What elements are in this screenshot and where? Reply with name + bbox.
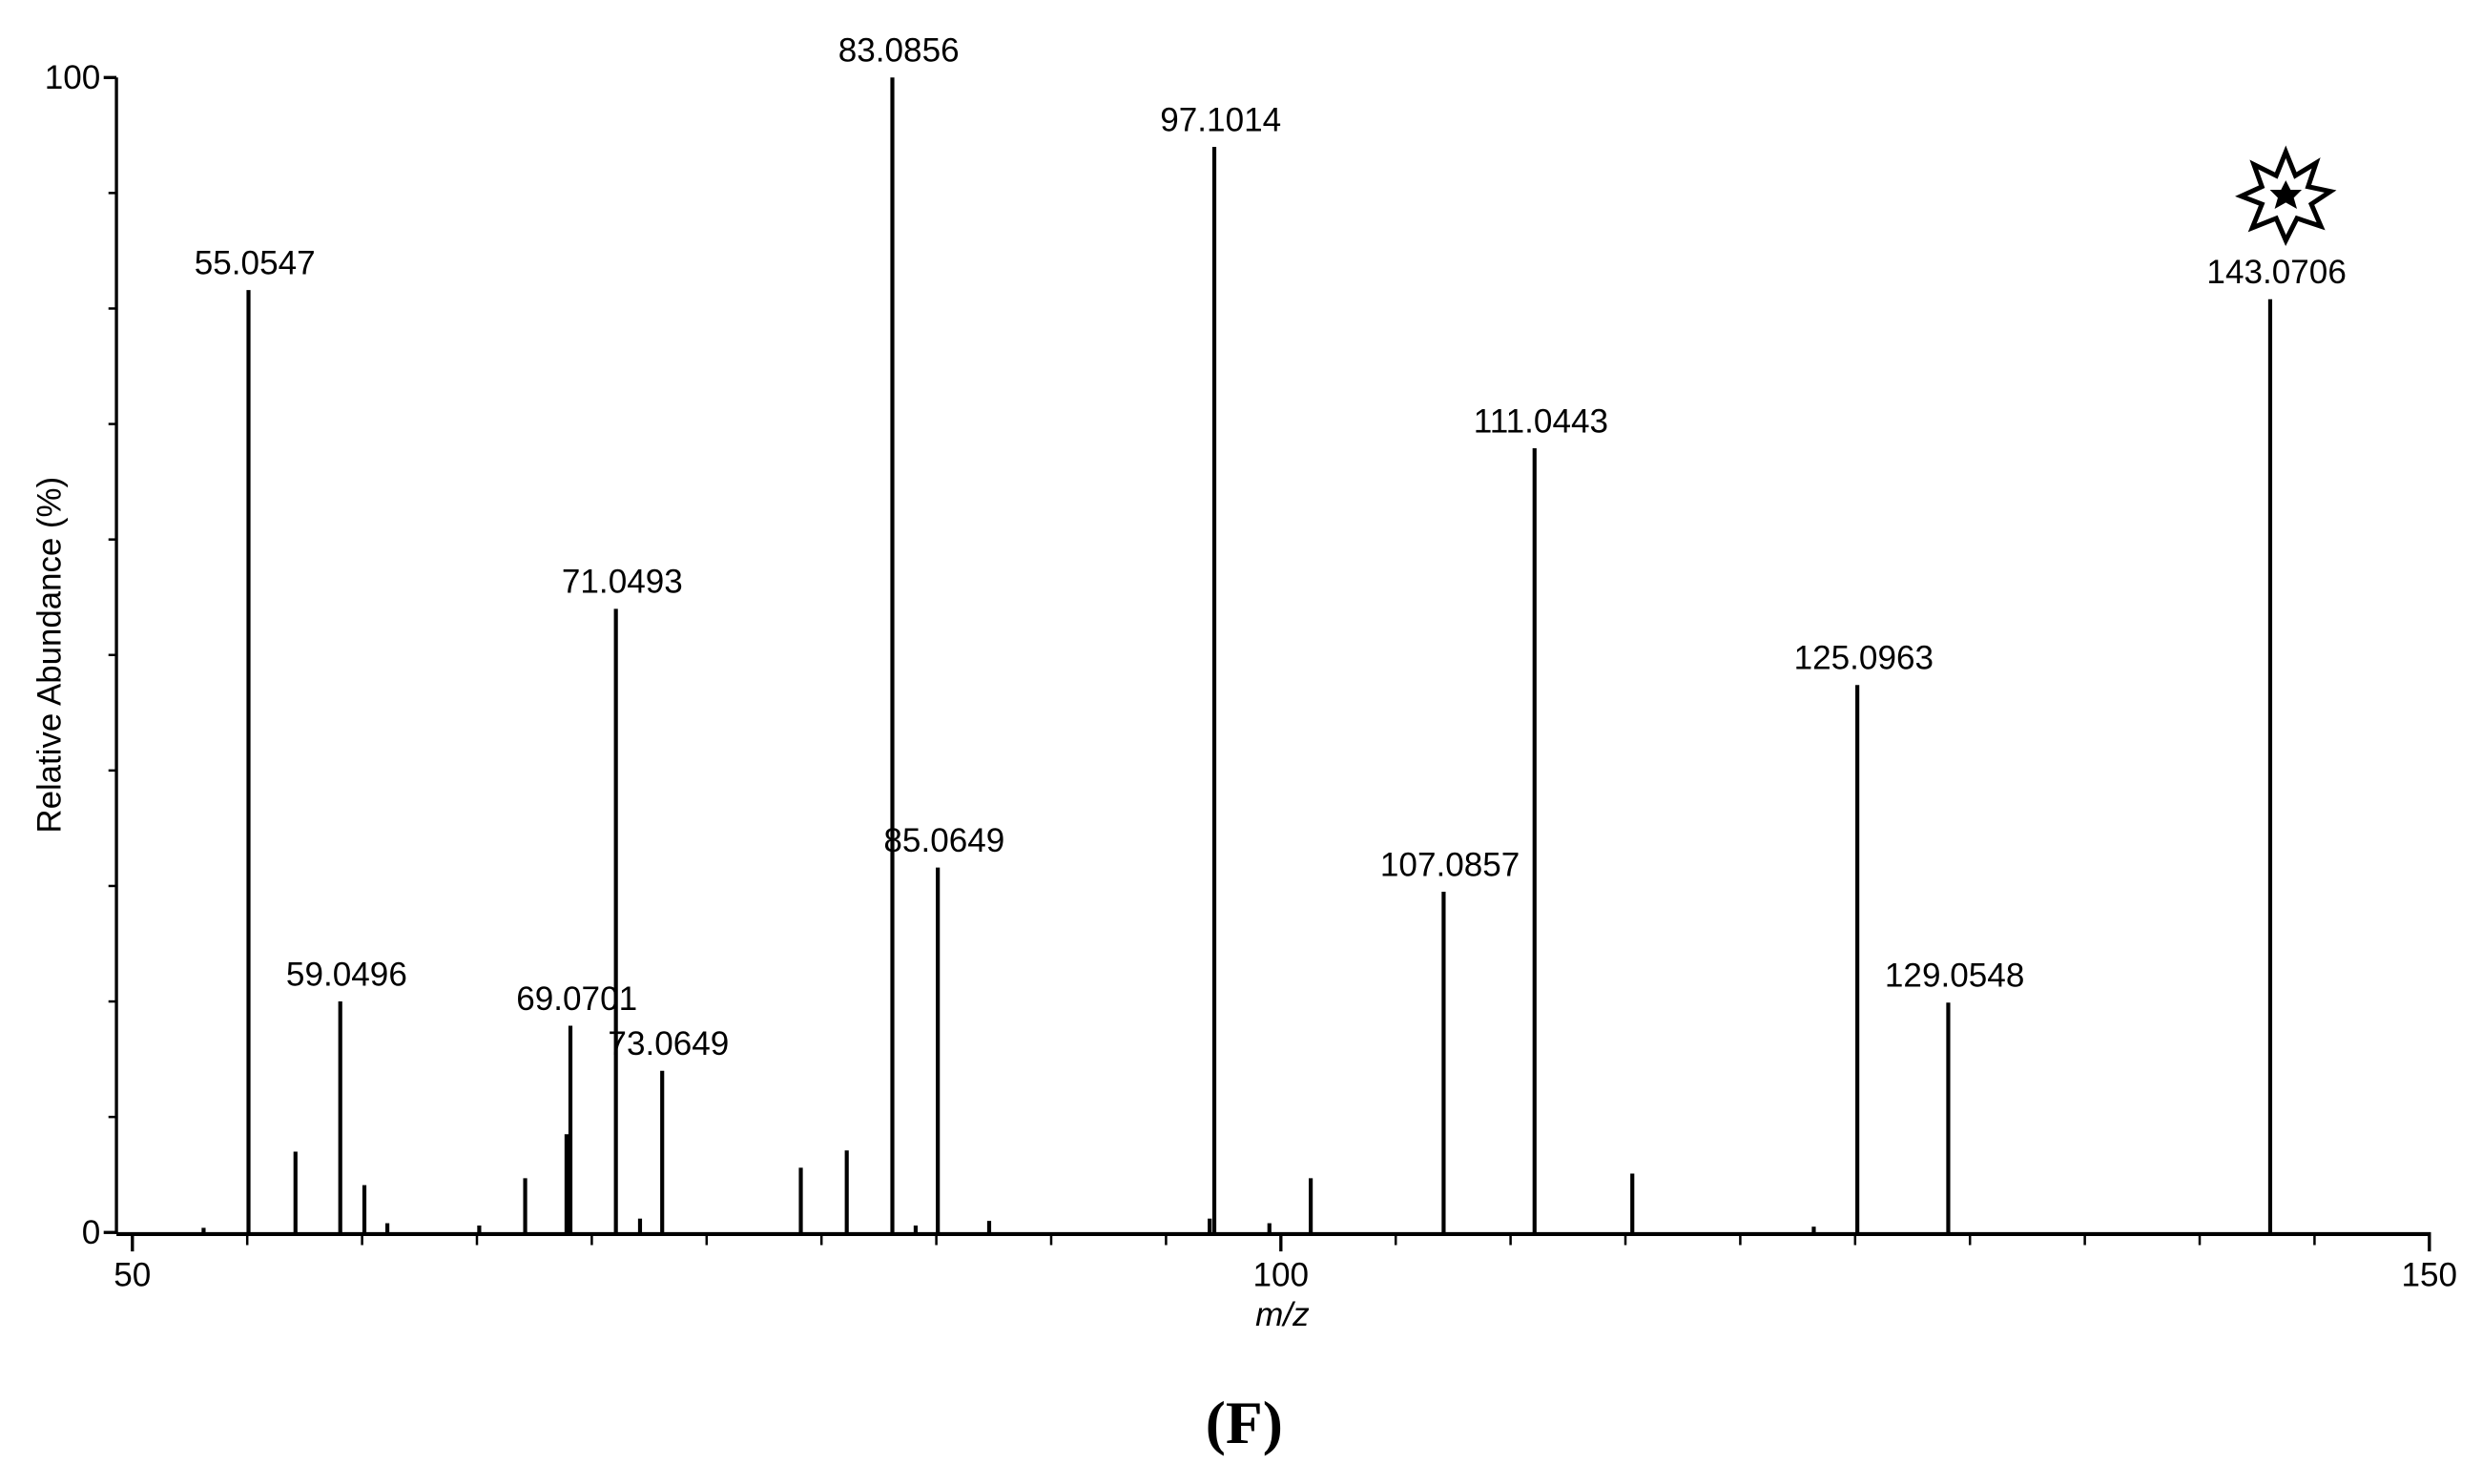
x-axis-label: m/z: [1255, 1296, 1310, 1333]
peak-label: 73.0649: [608, 1025, 729, 1062]
peak-label: 129.0548: [1885, 958, 2024, 995]
y-axis-label: Relative Abundance (%): [31, 477, 68, 834]
peak-label: 143.0706: [2206, 254, 2346, 291]
y-tick-label: 100: [45, 59, 101, 96]
x-tick-label: 50: [114, 1257, 151, 1294]
peak-label: 83.0856: [838, 32, 960, 70]
caption: (F): [1206, 1390, 1283, 1456]
peak-label: 111.0443: [1474, 403, 1608, 441]
star-icon: [2235, 145, 2337, 247]
peak-label: 107.0857: [1380, 847, 1520, 884]
peak-label: 85.0649: [883, 822, 1004, 859]
peak-label: 59.0496: [286, 957, 407, 994]
peak-label: 69.0701: [516, 980, 637, 1018]
peak-label: 71.0493: [562, 564, 683, 601]
peak-label: 55.0547: [195, 245, 316, 282]
peak-label: 125.0963: [1794, 640, 1934, 677]
x-tick-label: 100: [1253, 1257, 1310, 1294]
x-tick-label: 150: [2402, 1257, 2458, 1294]
peak-label: 97.1014: [1160, 101, 1281, 138]
y-tick-label: 0: [82, 1214, 101, 1251]
